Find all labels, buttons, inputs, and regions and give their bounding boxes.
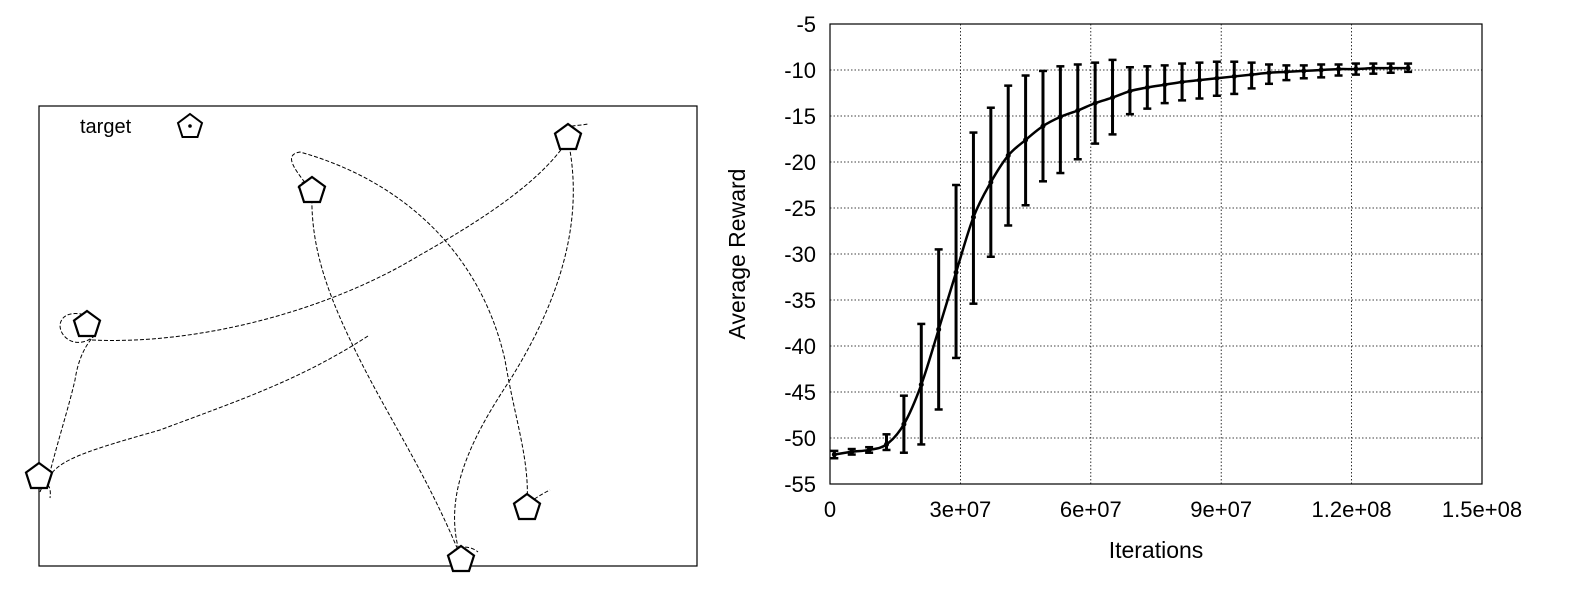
grid-lines [830, 24, 1482, 484]
trajectory-path-1 [47, 335, 369, 481]
x-tick-label: 3e+07 [930, 497, 992, 522]
data-point [1336, 66, 1342, 72]
data-point [831, 452, 837, 458]
y-tick-label: -55 [784, 472, 816, 497]
trajectory-path-6 [311, 191, 463, 561]
y-tick-label: -20 [784, 150, 816, 175]
target-pentagon-icon [512, 492, 542, 521]
data-point [1023, 137, 1029, 143]
plot-frame [829, 23, 1483, 485]
y-tick-label: -5 [796, 12, 816, 37]
targets [24, 122, 583, 573]
legend-label: target [80, 116, 132, 138]
series-line [834, 66, 1409, 456]
data-point [1127, 88, 1133, 94]
data-point [1196, 77, 1202, 83]
data-point [1092, 100, 1098, 106]
data-point [988, 179, 994, 185]
trajectory-panel: target [24, 105, 698, 573]
trajectory-path-12 [39, 483, 51, 499]
data-point [1005, 153, 1011, 159]
data-point [866, 447, 872, 453]
data-point [1249, 72, 1255, 78]
data-point [1266, 70, 1272, 76]
y-tick-label: -25 [784, 196, 816, 221]
plot-series [830, 58, 1413, 460]
target-pentagon-icon [24, 461, 54, 490]
target-pentagon-icon [297, 175, 327, 204]
y-axis-label: Average Reward [724, 169, 750, 340]
data-point [1040, 123, 1046, 129]
trajectory-path-7 [291, 151, 528, 506]
data-point [1057, 114, 1063, 120]
target-pentagon-icon [553, 122, 583, 151]
data-point [953, 269, 959, 275]
y-tick-label: -10 [784, 58, 816, 83]
data-point [1388, 65, 1394, 71]
target-pentagon-icon [446, 544, 476, 573]
data-point [1162, 82, 1168, 88]
data-point [1283, 69, 1289, 75]
data-point [1405, 65, 1411, 71]
data-point [1370, 65, 1376, 71]
y-tick-label: -45 [784, 380, 816, 405]
y-tick-label: -30 [784, 242, 816, 267]
data-point [1353, 66, 1359, 72]
trajectory-path-5 [454, 139, 574, 561]
legend-pentagon-icon [176, 112, 204, 138]
tick-labels: -55-50-45-40-35-30-25-20-15-10-50 3e+07 6e… [784, 12, 1522, 522]
data-point [918, 382, 924, 388]
y-tick-label: -40 [784, 334, 816, 359]
data-point [970, 214, 976, 220]
data-point [1318, 67, 1324, 73]
data-point [1110, 95, 1116, 101]
x-tick-label: 6e+07 [1060, 497, 1122, 522]
data-point [884, 441, 890, 447]
x-tick-label: 1.5e+08 [1442, 497, 1522, 522]
y-tick-label: -35 [784, 288, 816, 313]
x-tick-label: 0 [824, 497, 836, 522]
x-axis-label: Iterations [1109, 537, 1204, 563]
data-point [1144, 84, 1150, 90]
data-point [936, 326, 942, 332]
trajectory-path-2 [47, 334, 96, 481]
trajectory-path-4 [91, 139, 569, 341]
x-tick-label: 1.2e+08 [1312, 497, 1392, 522]
data-point [1075, 107, 1081, 113]
data-point [901, 421, 907, 427]
trajectory-frame [38, 105, 698, 567]
data-point [1231, 73, 1237, 79]
data-point [1179, 79, 1185, 85]
data-point [1301, 68, 1307, 74]
trajectory-paths [39, 123, 589, 561]
data-point [849, 449, 855, 455]
reward-chart: -55-50-45-40-35-30-25-20-15-10-50 3e+07 6e… [724, 12, 1522, 563]
target-pentagon-icon [72, 309, 102, 338]
y-tick-label: -50 [784, 426, 816, 451]
x-tick-label: 9e+07 [1190, 497, 1252, 522]
data-point [1214, 75, 1220, 81]
y-tick-label: -15 [784, 104, 816, 129]
